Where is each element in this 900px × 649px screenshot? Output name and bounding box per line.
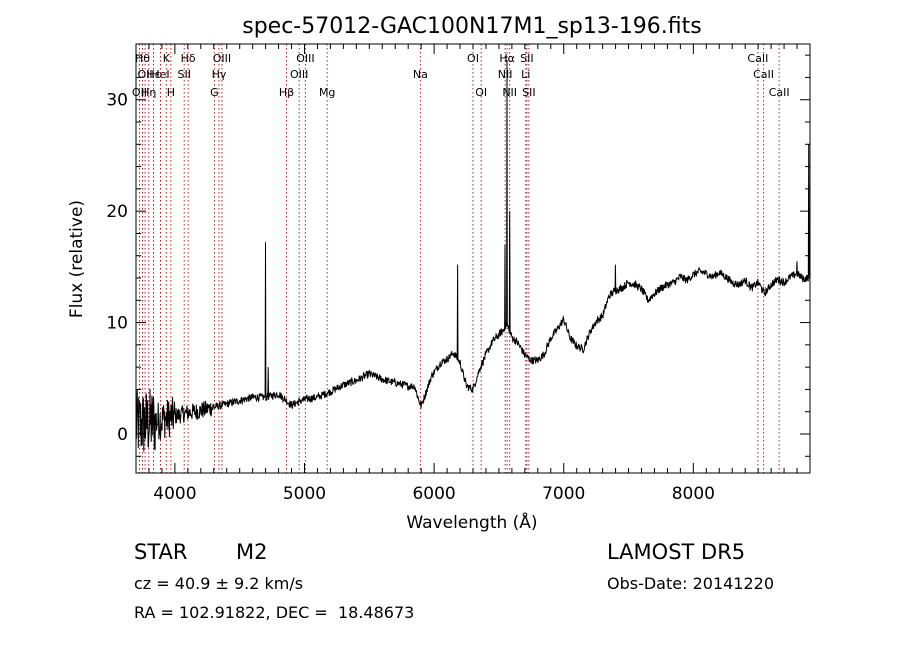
y-tick-label: 30 xyxy=(106,91,128,111)
line-marker-label: CaII xyxy=(769,86,790,99)
line-marker-label: NII xyxy=(502,86,517,99)
y-tick-label: 20 xyxy=(106,202,128,222)
line-marker-label: Hη xyxy=(141,86,156,99)
axes: 4000 5000 6000 7000 8000 0 10 20 30 xyxy=(106,44,811,504)
line-marker-label: Hθ xyxy=(135,52,150,65)
line-marker-label: OI xyxy=(475,86,487,99)
chart-title: spec-57012-GAC100N17M1_sp13-196.fits xyxy=(242,14,702,39)
line-marker-label: Hδ xyxy=(181,52,196,65)
obs-date-text: Obs-Date: 20141220 xyxy=(607,574,775,593)
line-marker-label: Mg xyxy=(319,86,335,99)
object-class: STAR xyxy=(134,540,188,564)
line-marker-label: OI xyxy=(467,52,479,65)
line-marker-label: NII xyxy=(498,68,513,81)
survey-label: LAMOST DR5 xyxy=(607,540,746,564)
redshift-text: cz = 40.9 ± 9.2 km/s xyxy=(134,574,304,593)
line-marker-label: H xyxy=(167,86,175,99)
x-tick-label: 4000 xyxy=(153,484,196,504)
line-marker-label: Na xyxy=(413,68,428,81)
line-marker-label: Hα xyxy=(499,52,515,65)
line-marker-label: SII xyxy=(522,86,535,99)
coordinates-text: RA = 102.91822, DEC = 18.48673 xyxy=(134,603,415,622)
line-marker-label: G xyxy=(210,86,219,99)
x-tick-label: 6000 xyxy=(412,484,455,504)
line-marker-label: CaII xyxy=(753,68,774,81)
x-axis-label: Wavelength (Å) xyxy=(406,511,537,533)
line-marker-label: SII xyxy=(177,68,190,81)
line-marker-label: CaII xyxy=(747,52,768,65)
line-marker-label: OIII xyxy=(213,52,231,65)
y-tick-label: 0 xyxy=(117,425,128,445)
y-axis-label: Flux (relative) xyxy=(67,200,87,318)
line-marker-label: HeI xyxy=(151,68,169,81)
spectral-line-markers xyxy=(138,44,780,473)
x-tick-label: 5000 xyxy=(283,484,326,504)
line-marker-label: SII xyxy=(520,52,533,65)
line-marker-label: Hγ xyxy=(212,68,227,81)
x-tick-label: 7000 xyxy=(542,484,585,504)
line-marker-label: Li xyxy=(521,68,530,81)
line-marker-label: OII xyxy=(137,68,152,81)
spectrum-line xyxy=(135,60,811,452)
y-tick-label: 10 xyxy=(106,314,128,334)
spectral-line-labels: OIIHθOIIHηHεHeIKHSIIHδGHγOIIIHβOIIIOIIIM… xyxy=(132,52,790,99)
line-marker-label: OIII xyxy=(290,68,308,81)
line-marker-label: Hε xyxy=(146,68,160,81)
object-subclass: M2 xyxy=(236,540,268,564)
x-tick-label: 8000 xyxy=(672,484,715,504)
line-marker-label: OIII xyxy=(296,52,314,65)
line-marker-label: K xyxy=(163,52,171,65)
line-marker-label: Hβ xyxy=(279,86,294,99)
